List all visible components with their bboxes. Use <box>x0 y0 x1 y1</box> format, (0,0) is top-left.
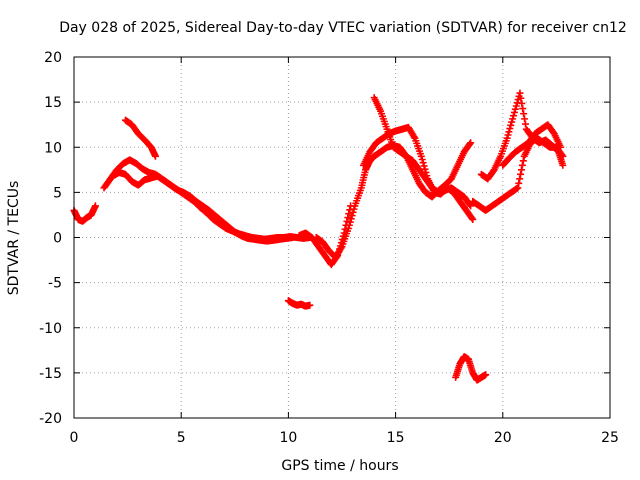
data-point <box>557 143 565 151</box>
data-point <box>345 221 353 229</box>
x-tick-label: 20 <box>494 430 512 446</box>
data-point <box>151 152 159 160</box>
x-tick-labels: 0 5 10 15 20 25 <box>70 430 619 446</box>
data-point <box>512 102 520 110</box>
x-axis-label: GPS time / hours <box>281 458 398 474</box>
data-point <box>344 224 352 232</box>
data-point <box>559 161 567 169</box>
series-track-4 <box>121 116 159 160</box>
data-point <box>289 234 297 241</box>
x-tick-label: 15 <box>387 430 405 446</box>
data-point <box>521 115 529 123</box>
series-track-1 <box>70 202 99 225</box>
data-point <box>419 159 427 167</box>
y-tick-label: 15 <box>44 95 62 111</box>
data-point <box>347 215 355 223</box>
data-point <box>519 157 527 165</box>
x-tick-label: 25 <box>601 430 619 446</box>
data-point <box>516 175 524 183</box>
data-point <box>467 202 475 210</box>
data-point <box>91 202 99 210</box>
y-tick-label: -5 <box>48 276 62 292</box>
data-point <box>503 134 511 142</box>
data-point <box>509 115 517 123</box>
data-point <box>350 205 358 213</box>
x-tick-label: 5 <box>177 430 186 446</box>
data-point <box>420 162 428 170</box>
data-point <box>349 208 357 216</box>
data-point <box>346 218 354 226</box>
series-track-6 <box>312 139 475 261</box>
data-point <box>511 105 519 113</box>
data-point <box>508 118 516 126</box>
data-point <box>517 170 525 178</box>
data-point <box>344 214 352 222</box>
data-point <box>517 94 525 102</box>
chart-title: Day 028 of 2025, Sidereal Day-to-day VTE… <box>59 20 627 36</box>
data-point <box>518 161 526 169</box>
series-track-11 <box>499 121 565 169</box>
y-tick-label: 20 <box>44 50 62 66</box>
series-track-10 <box>477 89 567 183</box>
data-point <box>348 212 356 220</box>
data-point <box>510 112 518 120</box>
series-track-7 <box>359 123 477 223</box>
series-track-3 <box>109 169 297 245</box>
data-point <box>505 128 513 136</box>
data-point <box>520 110 528 118</box>
data-point <box>306 301 314 309</box>
data-marks <box>70 89 567 384</box>
series-track-13 <box>452 353 490 384</box>
y-tick-label: -10 <box>39 321 62 337</box>
data-point <box>482 371 490 379</box>
data-point <box>504 131 512 139</box>
data-point <box>418 155 426 163</box>
data-point <box>510 108 518 116</box>
data-point <box>514 184 522 192</box>
y-tick-labels: -20 -15 -10 -5 0 5 10 15 20 <box>39 50 62 427</box>
y-tick-label: -20 <box>39 411 62 427</box>
x-tick-label: 10 <box>279 430 297 446</box>
data-point <box>507 121 515 129</box>
data-point <box>521 120 529 128</box>
data-point <box>519 105 527 113</box>
y-tick-label: 0 <box>53 231 62 247</box>
data-point <box>467 139 475 147</box>
data-point <box>518 99 526 107</box>
x-tick-label: 0 <box>70 430 79 446</box>
data-point <box>468 214 476 222</box>
data-point <box>466 140 474 148</box>
series-track-8 <box>370 94 475 210</box>
axis-ticks <box>73 56 611 419</box>
data-point <box>469 215 477 223</box>
y-tick-label: -15 <box>39 366 62 382</box>
data-point <box>506 125 514 133</box>
y-axis-label: SDTVAR / TECUs <box>6 181 22 296</box>
series-track-12 <box>284 297 314 310</box>
data-point <box>516 89 524 97</box>
y-tick-label: 10 <box>44 140 62 156</box>
data-point <box>517 166 525 174</box>
data-point <box>515 179 523 187</box>
series-track-2 <box>100 156 314 243</box>
y-tick-label: 5 <box>53 185 62 201</box>
data-point <box>417 152 425 160</box>
